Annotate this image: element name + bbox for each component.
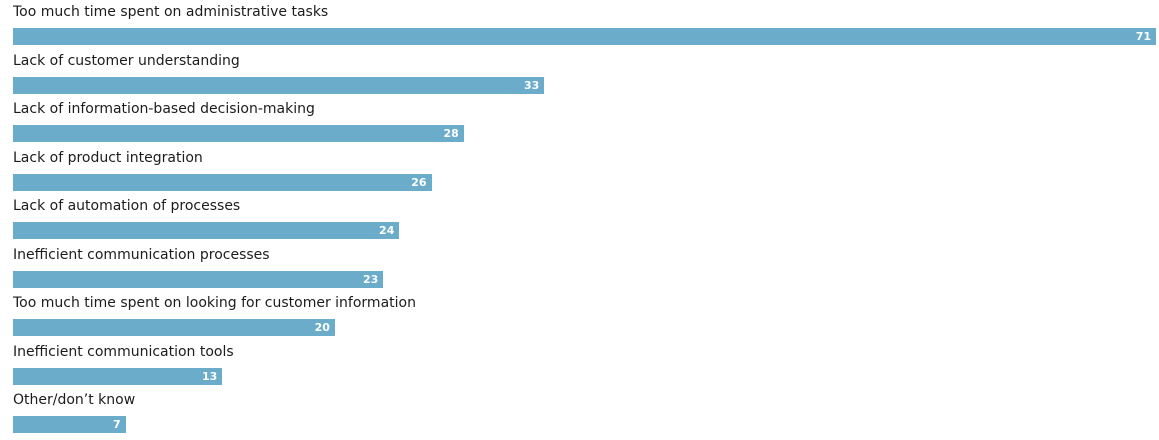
category-label: Inefficient communication tools <box>13 343 234 360</box>
bar-row: Lack of product integration 26 <box>0 150 1159 198</box>
category-label: Lack of information-based decision-makin… <box>13 101 315 117</box>
bar-row: Inefficient communication tools 13 <box>0 344 1159 392</box>
value-label: 7 <box>113 418 121 431</box>
category-label: Too much time spent on looking for custo… <box>13 295 416 311</box>
bar: 24 <box>13 222 400 239</box>
bar-row: Lack of customer understanding 33 <box>0 53 1159 101</box>
value-label: 13 <box>201 369 218 383</box>
bar: 20 <box>13 319 335 336</box>
category-label: Lack of automation of processes <box>13 198 241 214</box>
category-label: Too much time spent on administrative ta… <box>13 4 329 20</box>
bar: 26 <box>13 173 432 191</box>
category-label: Inefficient communication processes <box>13 246 270 263</box>
bar: 13 <box>13 367 223 385</box>
bar-row: Lack of information-based decision-makin… <box>0 101 1159 149</box>
value-label: 24 <box>379 224 395 237</box>
category-label: Other/don’t know <box>13 392 136 408</box>
value-label: 26 <box>411 175 427 189</box>
bar-row: Other/don’t know 7 <box>0 392 1159 440</box>
value-label: 28 <box>443 127 459 140</box>
bar-row: Lack of automation of processes 24 <box>0 198 1159 246</box>
bar-row: Inefficient communication processes 23 <box>0 247 1159 295</box>
value-label: 71 <box>1135 30 1151 43</box>
bar-row: Too much time spent on administrative ta… <box>0 4 1159 52</box>
bar-row: Too much time spent on looking for custo… <box>0 295 1159 343</box>
value-label: 23 <box>362 272 379 286</box>
bar: 33 <box>13 76 545 94</box>
bar: 23 <box>13 270 384 288</box>
bar: 28 <box>13 125 464 142</box>
bar: 7 <box>13 416 126 433</box>
value-label: 20 <box>314 321 330 334</box>
bar: 71 <box>13 28 1156 45</box>
category-label: Lack of customer understanding <box>13 52 240 69</box>
category-label: Lack of product integration <box>13 149 203 166</box>
value-label: 33 <box>523 78 540 92</box>
